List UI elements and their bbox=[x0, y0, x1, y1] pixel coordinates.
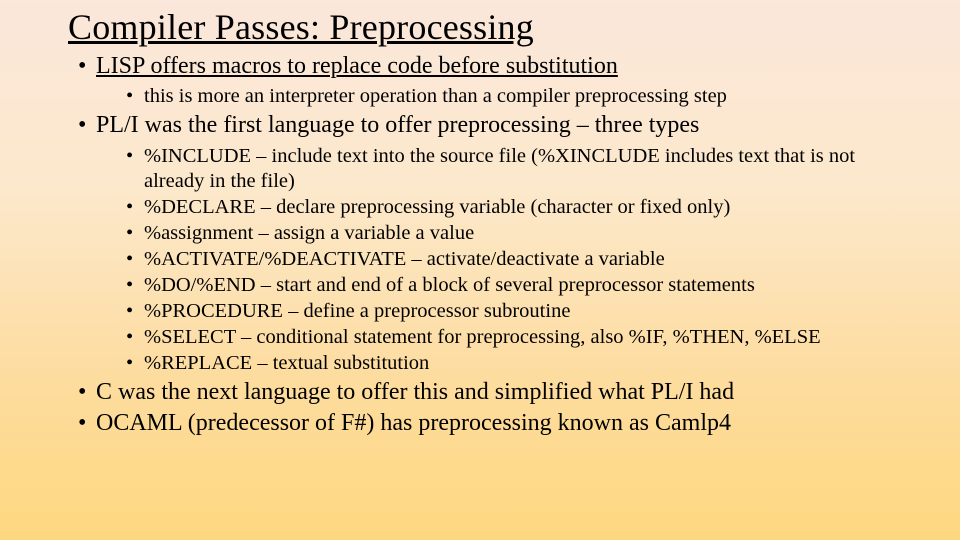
bullet-text: OCAML (predecessor of F#) has preprocess… bbox=[96, 410, 731, 436]
bullet-text: PL/I was the first language to offer pre… bbox=[96, 112, 699, 138]
bullet-list-level1: LISP offers macros to replace code befor… bbox=[0, 52, 960, 438]
list-item: %INCLUDE – include text into the source … bbox=[96, 144, 960, 194]
bullet-text: %INCLUDE – include text into the source … bbox=[144, 145, 855, 192]
bullet-list-level2: %INCLUDE – include text into the source … bbox=[96, 144, 960, 376]
bullet-text: %assignment – assign a variable a value bbox=[144, 222, 474, 244]
list-item: %PROCEDURE – define a preprocessor subro… bbox=[96, 299, 960, 324]
slide-title: Compiler Passes: Preprocessing bbox=[68, 6, 960, 48]
bullet-text: %ACTIVATE/%DEACTIVATE – activate/deactiv… bbox=[144, 248, 665, 270]
bullet-text: %PROCEDURE – define a preprocessor subro… bbox=[144, 300, 570, 322]
slide: Compiler Passes: Preprocessing LISP offe… bbox=[0, 0, 960, 438]
bullet-text: C was the next language to offer this an… bbox=[96, 379, 734, 405]
list-item: %DO/%END – start and end of a block of s… bbox=[96, 273, 960, 298]
list-item: %ACTIVATE/%DEACTIVATE – activate/deactiv… bbox=[96, 247, 960, 272]
bullet-text: LISP offers macros to replace code befor… bbox=[96, 53, 618, 79]
list-item: PL/I was the first language to offer pre… bbox=[0, 111, 960, 375]
bullet-text: %REPLACE – textual substitution bbox=[144, 352, 429, 374]
list-item: this is more an interpreter operation th… bbox=[96, 84, 960, 109]
list-item: %DECLARE – declare preprocessing variabl… bbox=[96, 195, 960, 220]
list-item: %REPLACE – textual substitution bbox=[96, 351, 960, 376]
list-item: LISP offers macros to replace code befor… bbox=[0, 52, 960, 109]
list-item: %assignment – assign a variable a value bbox=[96, 221, 960, 246]
list-item: %SELECT – conditional statement for prep… bbox=[96, 325, 960, 350]
list-item: OCAML (predecessor of F#) has preprocess… bbox=[0, 409, 960, 438]
bullet-text: %DO/%END – start and end of a block of s… bbox=[144, 274, 755, 296]
bullet-text: %SELECT – conditional statement for prep… bbox=[144, 326, 821, 348]
bullet-list-level2: this is more an interpreter operation th… bbox=[96, 84, 960, 109]
bullet-text: this is more an interpreter operation th… bbox=[144, 85, 727, 107]
list-item: C was the next language to offer this an… bbox=[0, 378, 960, 407]
bullet-text: %DECLARE – declare preprocessing variabl… bbox=[144, 196, 730, 218]
